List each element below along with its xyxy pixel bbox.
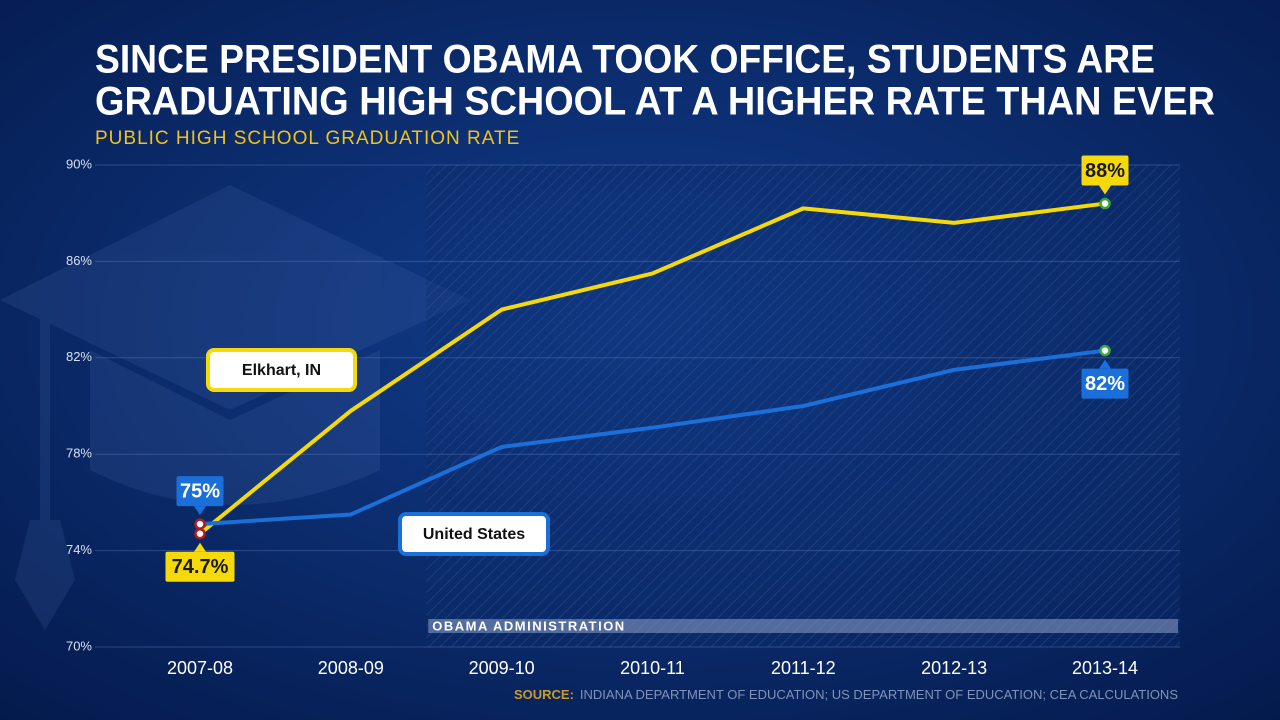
shaded-region-bar xyxy=(428,619,1178,633)
series-line xyxy=(199,348,1106,527)
source: SOURCE: INDIANA DEPARTMENT OF EDUCATION; … xyxy=(514,687,1178,702)
x-tick-label: 2012-13 xyxy=(921,658,987,678)
x-tick-label: 2011-12 xyxy=(771,658,836,678)
value-label: 75% xyxy=(180,480,220,502)
chart-title: GRADUATING HIGH SCHOOL AT A HIGHER RATE … xyxy=(95,80,1215,124)
value-label-pointer xyxy=(1099,359,1111,369)
y-tick-label: 90% xyxy=(66,156,92,171)
value-label-pointer xyxy=(194,506,206,516)
chart-title: SINCE PRESIDENT OBAMA TOOK OFFICE, STUDE… xyxy=(95,38,1155,82)
x-tick-label: 2007-08 xyxy=(167,658,233,678)
y-tick-label: 86% xyxy=(66,253,92,268)
source-text: INDIANA DEPARTMENT OF EDUCATION; US DEPA… xyxy=(580,687,1178,702)
legend-box xyxy=(398,512,550,556)
value-label-box xyxy=(165,551,235,582)
y-tick-label: 78% xyxy=(66,446,92,461)
legend-box xyxy=(206,348,357,392)
value-label: 74.7% xyxy=(172,556,229,578)
point-marker xyxy=(1099,197,1111,210)
x-tick-label: 2008-09 xyxy=(318,658,384,678)
legend-label: United States xyxy=(423,526,525,543)
series-line xyxy=(198,201,1106,536)
x-tick-label: 2013-14 xyxy=(1072,658,1138,678)
chart-subtitle: PUBLIC HIGH SCHOOL GRADUATION RATE xyxy=(95,128,520,149)
point-marker xyxy=(194,527,206,540)
value-label-pointer xyxy=(194,542,206,552)
value-label-box xyxy=(1081,155,1129,186)
source-label: SOURCE: xyxy=(514,687,574,702)
y-tick-label: 74% xyxy=(66,542,92,557)
value-label-box xyxy=(1081,368,1129,399)
x-tick-label: 2010-11 xyxy=(620,658,685,678)
value-label: 82% xyxy=(1085,373,1125,395)
value-label-pointer xyxy=(1099,185,1111,195)
point-marker xyxy=(194,518,206,530)
shaded-region-label: OBAMA ADMINISTRATION xyxy=(432,618,625,633)
point-marker xyxy=(1099,344,1111,357)
legend-label: Elkhart, IN xyxy=(242,362,321,379)
value-label: 88% xyxy=(1085,160,1125,182)
y-tick-label: 82% xyxy=(66,349,92,364)
value-label-box xyxy=(176,476,224,507)
x-tick-label: 2009-10 xyxy=(469,658,535,678)
y-tick-label: 70% xyxy=(66,638,92,653)
